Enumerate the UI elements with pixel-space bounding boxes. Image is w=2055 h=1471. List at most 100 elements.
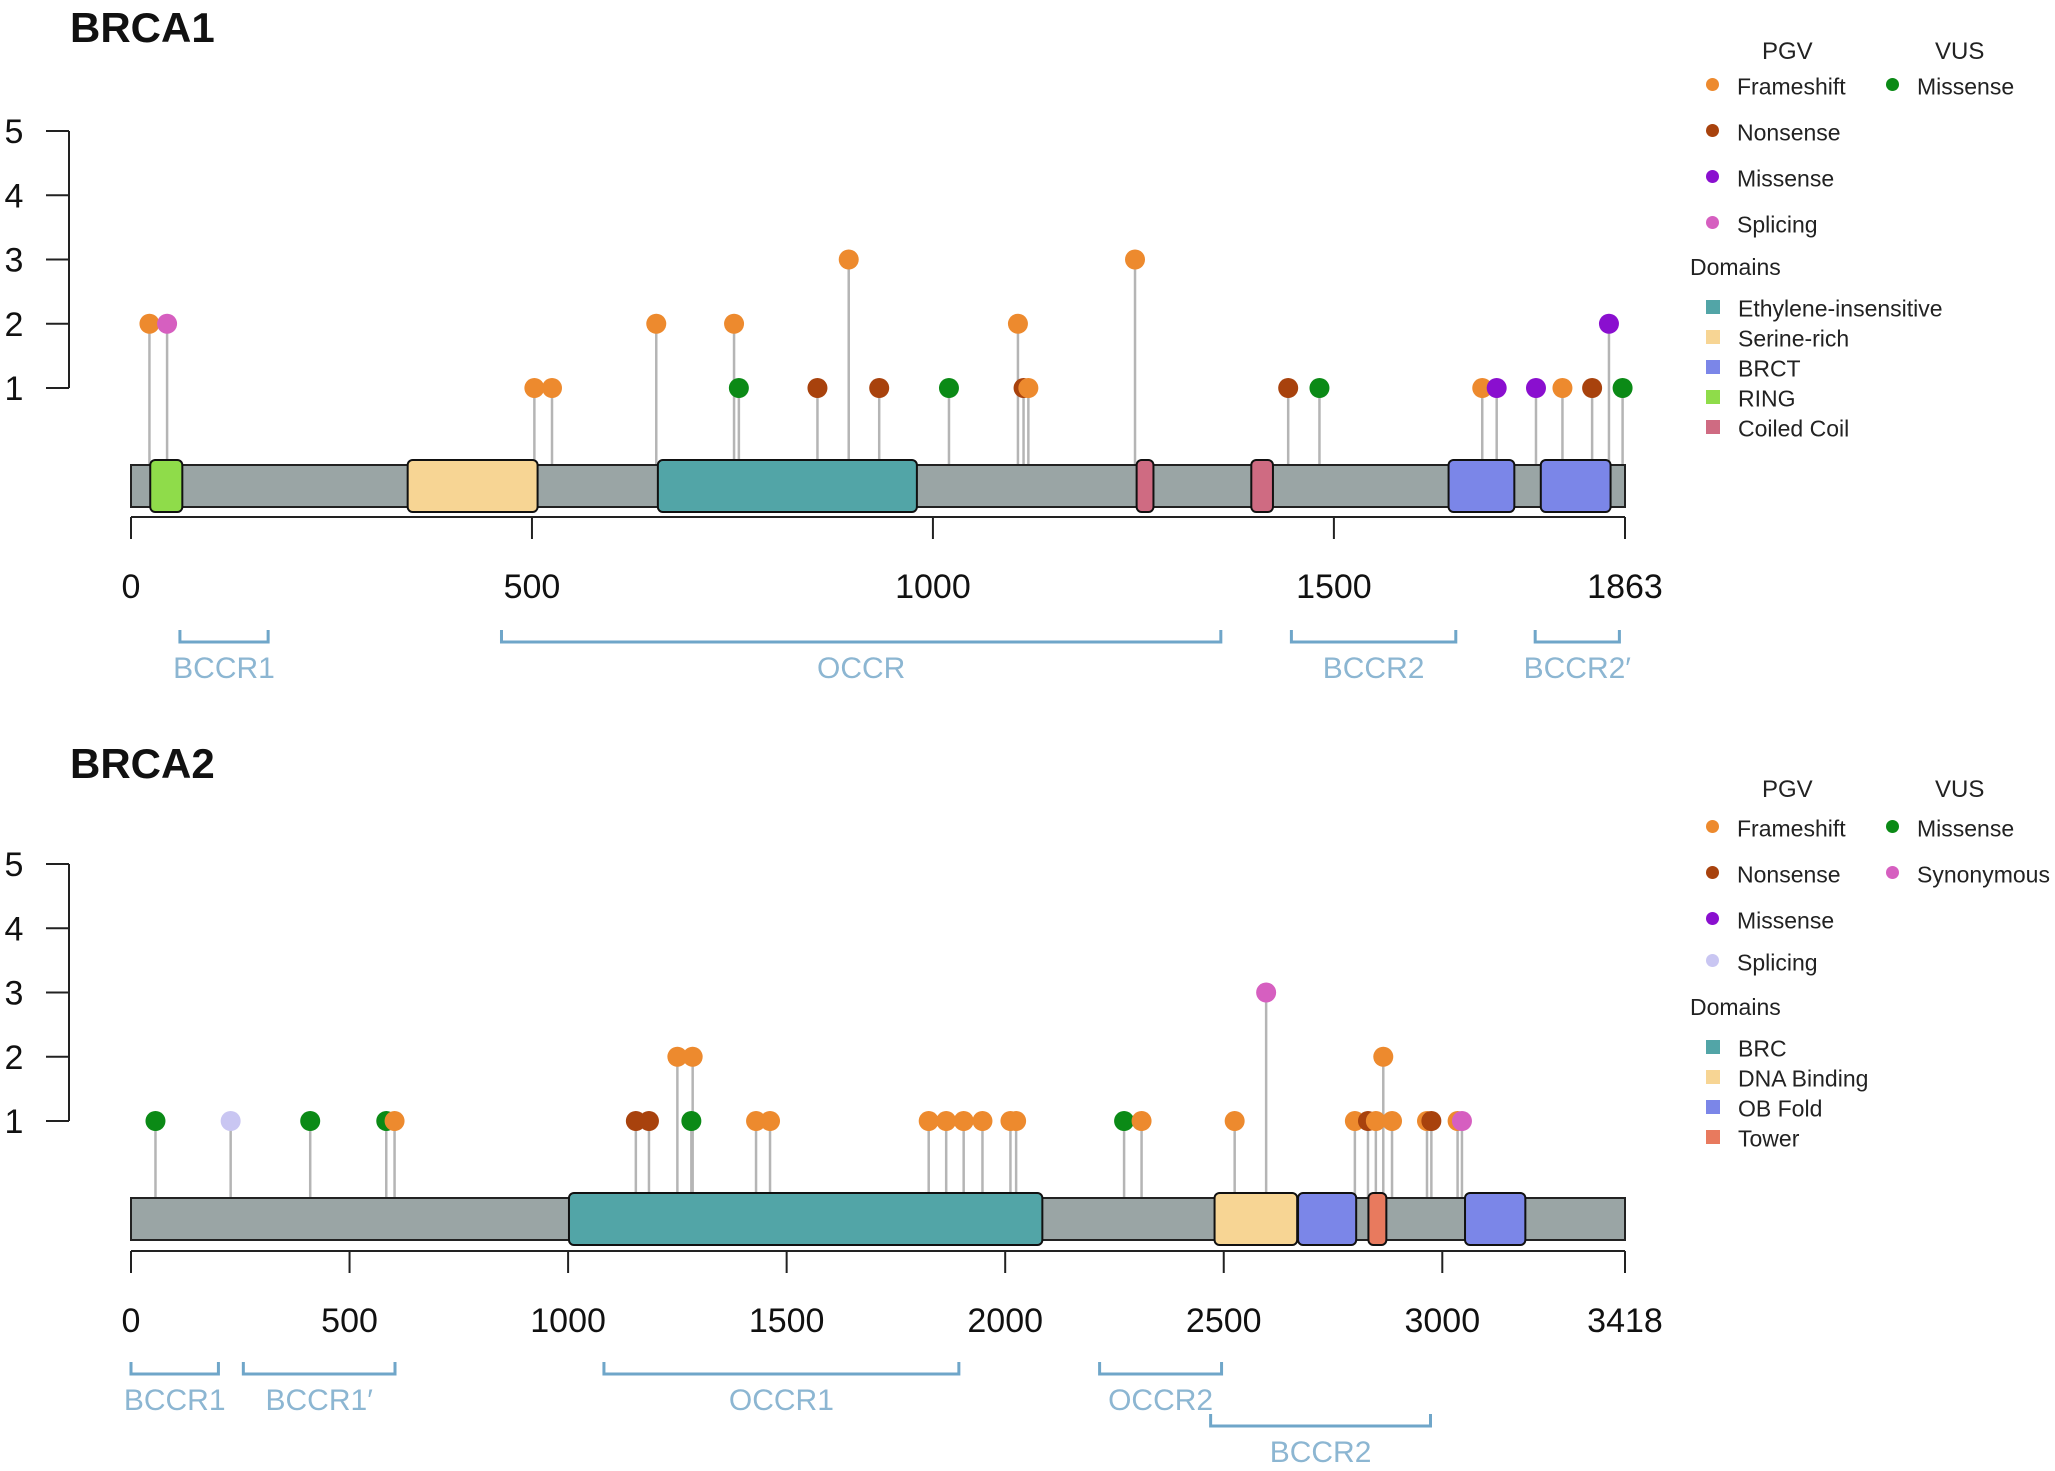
variant-pgv-frameshift (384, 1111, 405, 1131)
domain-brct (1539, 459, 1612, 513)
chart-title: BRCA1 (70, 4, 215, 51)
legend-splicing-dot (1706, 216, 1719, 230)
legend-label: Tower (1738, 1125, 1800, 1152)
variant-vus-missense (681, 1111, 702, 1131)
variant-pgv-splicing (157, 313, 178, 334)
variant-pgv-frameshift (1382, 1111, 1403, 1131)
x-tick-label: 1500 (749, 1302, 825, 1340)
legend-label: Frameshift (1737, 815, 1846, 842)
x-tick-label: 1863 (1587, 568, 1663, 606)
cluster-label: OCCR (817, 652, 905, 685)
cluster-bracket (241, 1362, 397, 1376)
variant-pgv-frameshift (524, 378, 545, 398)
legend-missense-dot (1706, 912, 1719, 926)
variant-pgv-frameshift (1373, 1046, 1394, 1067)
variant-pgv-splicing (220, 1111, 241, 1131)
variant-pgv-missense (1598, 313, 1619, 334)
domain-coiled-coil (1250, 459, 1274, 513)
variant-vus-missense (728, 378, 749, 398)
domain-coiled-coil (1135, 459, 1155, 513)
legend-label: Splicing (1737, 949, 1818, 976)
variant-pgv-frameshift (838, 249, 859, 270)
legend-label: Ethylene-insensitive (1738, 295, 1943, 322)
x-tick-label: 2000 (967, 1302, 1043, 1340)
brca2-legend: PGV VUS Frameshift Missense Nonsense Syn… (1690, 772, 2055, 1172)
x-tick-label: 2500 (1186, 1302, 1262, 1340)
y-tick-label: 3 (5, 242, 24, 280)
variant-pgv-frameshift (953, 1111, 974, 1131)
x-tick-label: 1000 (530, 1302, 606, 1340)
legend-label: Frameshift (1737, 73, 1846, 100)
x-tick-label: 500 (504, 568, 561, 606)
legend-item-pgv-splicing: Splicing (1706, 948, 1818, 976)
domain-brct (1447, 459, 1516, 513)
legend-domain-swatch (1706, 1099, 1720, 1114)
variant-pgv-frameshift (760, 1111, 781, 1131)
legend-label: Missense (1737, 907, 1835, 934)
variant-pgv-nonsense (1582, 378, 1603, 398)
variant-vus-missense (938, 378, 959, 398)
variant-pgv-frameshift (724, 313, 745, 334)
variant-pgv-nonsense (1278, 378, 1299, 398)
variant-pgv-frameshift (139, 313, 160, 334)
legend-item-vus-missense: Missense (1886, 814, 2014, 842)
y-tick-label: 1 (5, 370, 24, 408)
cluster-bracket (129, 1362, 220, 1376)
x-tick-label: 1000 (895, 568, 971, 606)
legend-domain-swatch (1706, 389, 1720, 404)
legend-item-domain: RING (1706, 384, 1796, 412)
legend-item-pgv-nonsense: Nonsense (1706, 860, 1841, 888)
legend-synonymous-dot (1886, 866, 1899, 880)
domain-ob-fold (1297, 1192, 1358, 1246)
x-tick-label: 0 (122, 1302, 141, 1340)
legend-domain-swatch (1706, 299, 1720, 314)
brca1-panel: BRCA1 1 2 3 4 5 0 500 1000 1500 1863 BCCR1 OCCR BCCR2… (5, 4, 1663, 685)
legend-label: BRCT (1738, 355, 1801, 382)
legend-item-domain: Ethylene-insensitive (1706, 294, 1943, 322)
variant-vus-missense (145, 1111, 166, 1131)
variant-pgv-frameshift (1365, 1111, 1386, 1131)
variant-pgv-frameshift (972, 1111, 993, 1131)
legend-domain-swatch (1706, 419, 1720, 434)
variant-pgv-missense (1525, 378, 1546, 398)
chart-title: BRCA2 (70, 740, 215, 787)
legend-domains-title: Domains (1690, 994, 1781, 1020)
legend-missense-dot (1886, 820, 1899, 834)
legend-pgv-title: PGV (1762, 38, 1813, 65)
legend-item-vus-synonymous: Synonymous (1886, 860, 2050, 888)
variant-pgv-frameshift (682, 1046, 703, 1067)
domain-dna-binding (1213, 1192, 1299, 1246)
brca1-legend: PGV VUS Frameshift Missense Nonsense Mis… (1690, 34, 2055, 454)
domain-serine-rich (406, 459, 539, 513)
legend-item-pgv-frameshift: Frameshift (1706, 814, 1846, 842)
variant-pgv-frameshift (667, 1046, 688, 1067)
y-tick-label: 4 (5, 177, 24, 215)
x-tick-label: 3000 (1404, 1302, 1480, 1340)
cluster-bracket (602, 1362, 961, 1376)
variant-pgv-nonsense (1421, 1111, 1442, 1131)
y-tick-label: 3 (5, 975, 24, 1013)
variant-pgv-frameshift (746, 1111, 767, 1131)
x-tick-label: 1500 (1296, 568, 1372, 606)
legend-item-pgv-missense: Missense (1706, 906, 1834, 934)
legend-label: Missense (1737, 165, 1835, 192)
domain-tower (1367, 1192, 1388, 1246)
variant-pgv-frameshift (1472, 378, 1493, 398)
legend-label: Splicing (1737, 211, 1818, 238)
legend-label: RING (1738, 385, 1796, 412)
legend-missense-dot (1886, 78, 1899, 92)
variant-pgv-missense (1486, 378, 1507, 398)
brca2-panel: BRCA2 1 2 3 4 5 0 500 1000 1500 2000 2500 3000 3418 BC… (5, 740, 1663, 1469)
variant-pgv-frameshift (1131, 1111, 1152, 1131)
legend-label: Synonymous (1917, 861, 2050, 888)
domain-ring (149, 459, 184, 513)
legend-label: Nonsense (1737, 119, 1841, 146)
variant-pgv-frameshift (646, 313, 667, 334)
legend-domains-title: Domains (1690, 254, 1781, 280)
legend-label: OB Fold (1738, 1095, 1823, 1122)
domain-ethylene-insensitive (656, 459, 918, 513)
legend-item-domain: BRCT (1706, 354, 1801, 382)
legend-label: Missense (1917, 815, 2015, 842)
variant-pgv-frameshift (1018, 378, 1039, 398)
